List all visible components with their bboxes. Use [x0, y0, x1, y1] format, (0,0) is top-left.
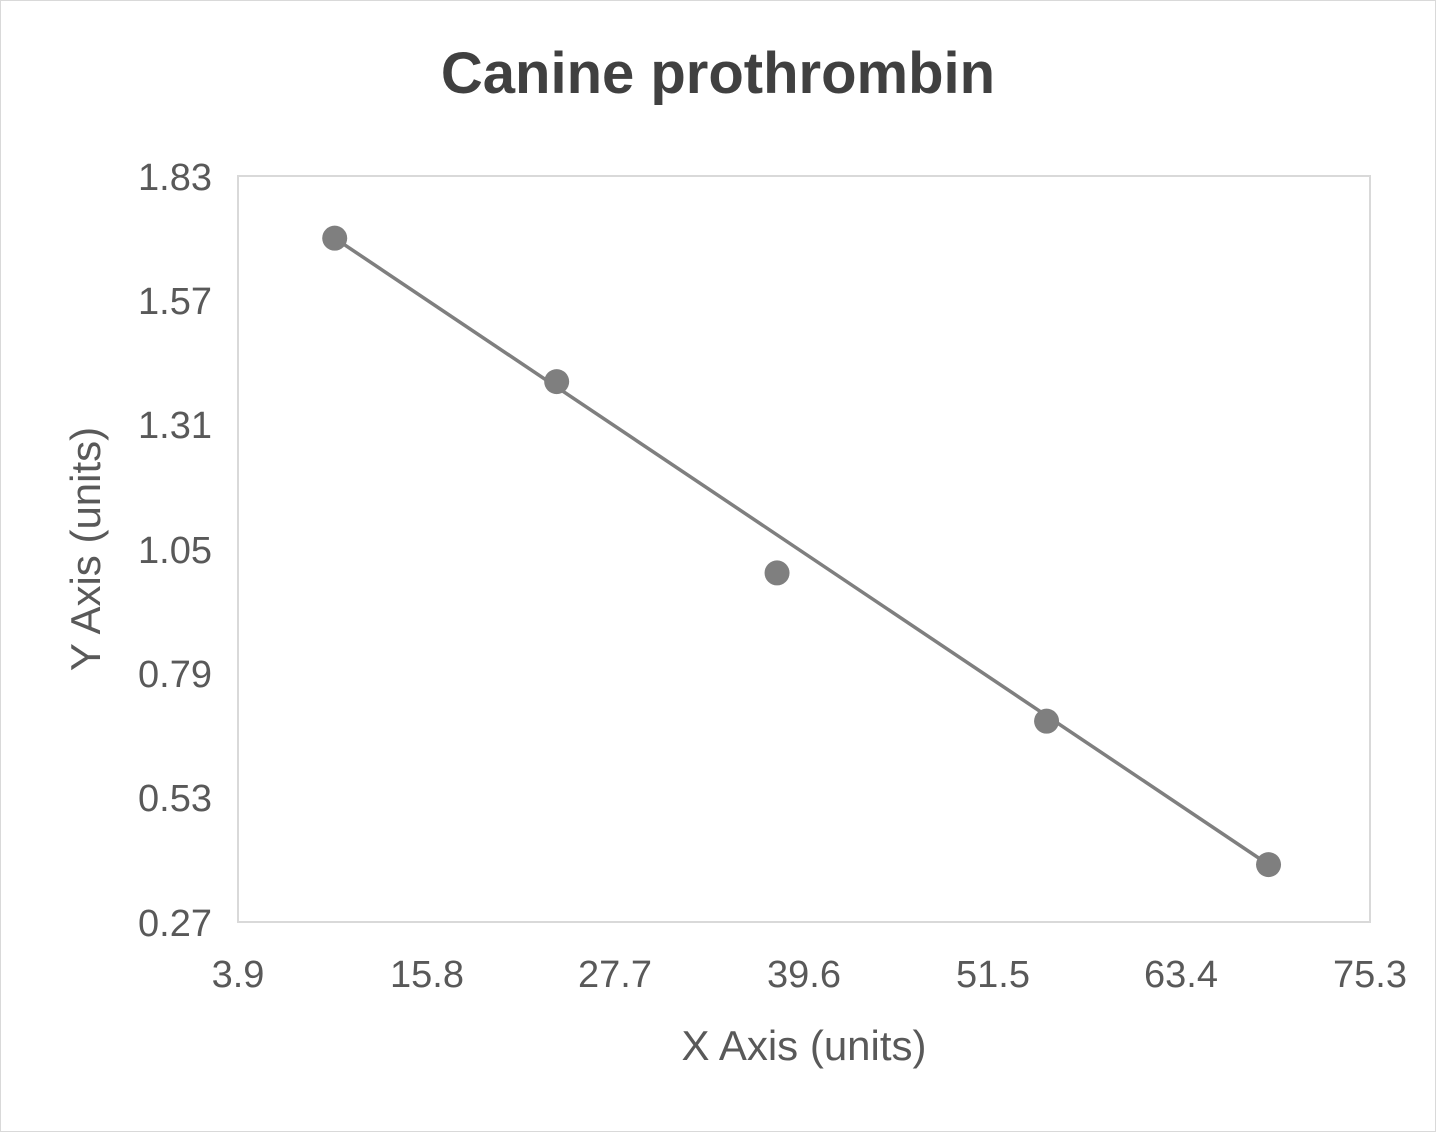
x-tick: 15.8: [390, 954, 464, 996]
y-tick: 1.05: [138, 530, 212, 572]
y-tick: 0.53: [138, 778, 212, 820]
y-tick: 1.31: [138, 405, 212, 447]
trendline: [333, 236, 1270, 867]
data-point-marker: [1034, 708, 1060, 734]
y-tick: 1.57: [138, 281, 212, 323]
x-tick: 27.7: [578, 954, 652, 996]
data-point-marker: [544, 369, 570, 395]
x-axis-label: X Axis (units): [681, 1022, 927, 1069]
trendline-segment: [333, 236, 1270, 867]
x-tick: 75.3: [1333, 954, 1407, 996]
y-tick: 1.83: [138, 157, 212, 199]
chart-title: Canine prothrombin: [440, 41, 996, 106]
data-point-marker: [1256, 852, 1282, 878]
x-tick: 3.9: [211, 954, 265, 996]
x-tick: 39.6: [767, 954, 841, 996]
y-tick: 0.27: [138, 903, 212, 945]
data-points: [322, 225, 1282, 878]
x-tick: 51.5: [956, 954, 1030, 996]
plot-border: [237, 175, 1371, 923]
y-tick: 0.79: [138, 654, 212, 696]
data-point-marker: [764, 560, 790, 586]
x-tick: 63.4: [1144, 954, 1218, 996]
data-point-marker: [322, 225, 348, 251]
